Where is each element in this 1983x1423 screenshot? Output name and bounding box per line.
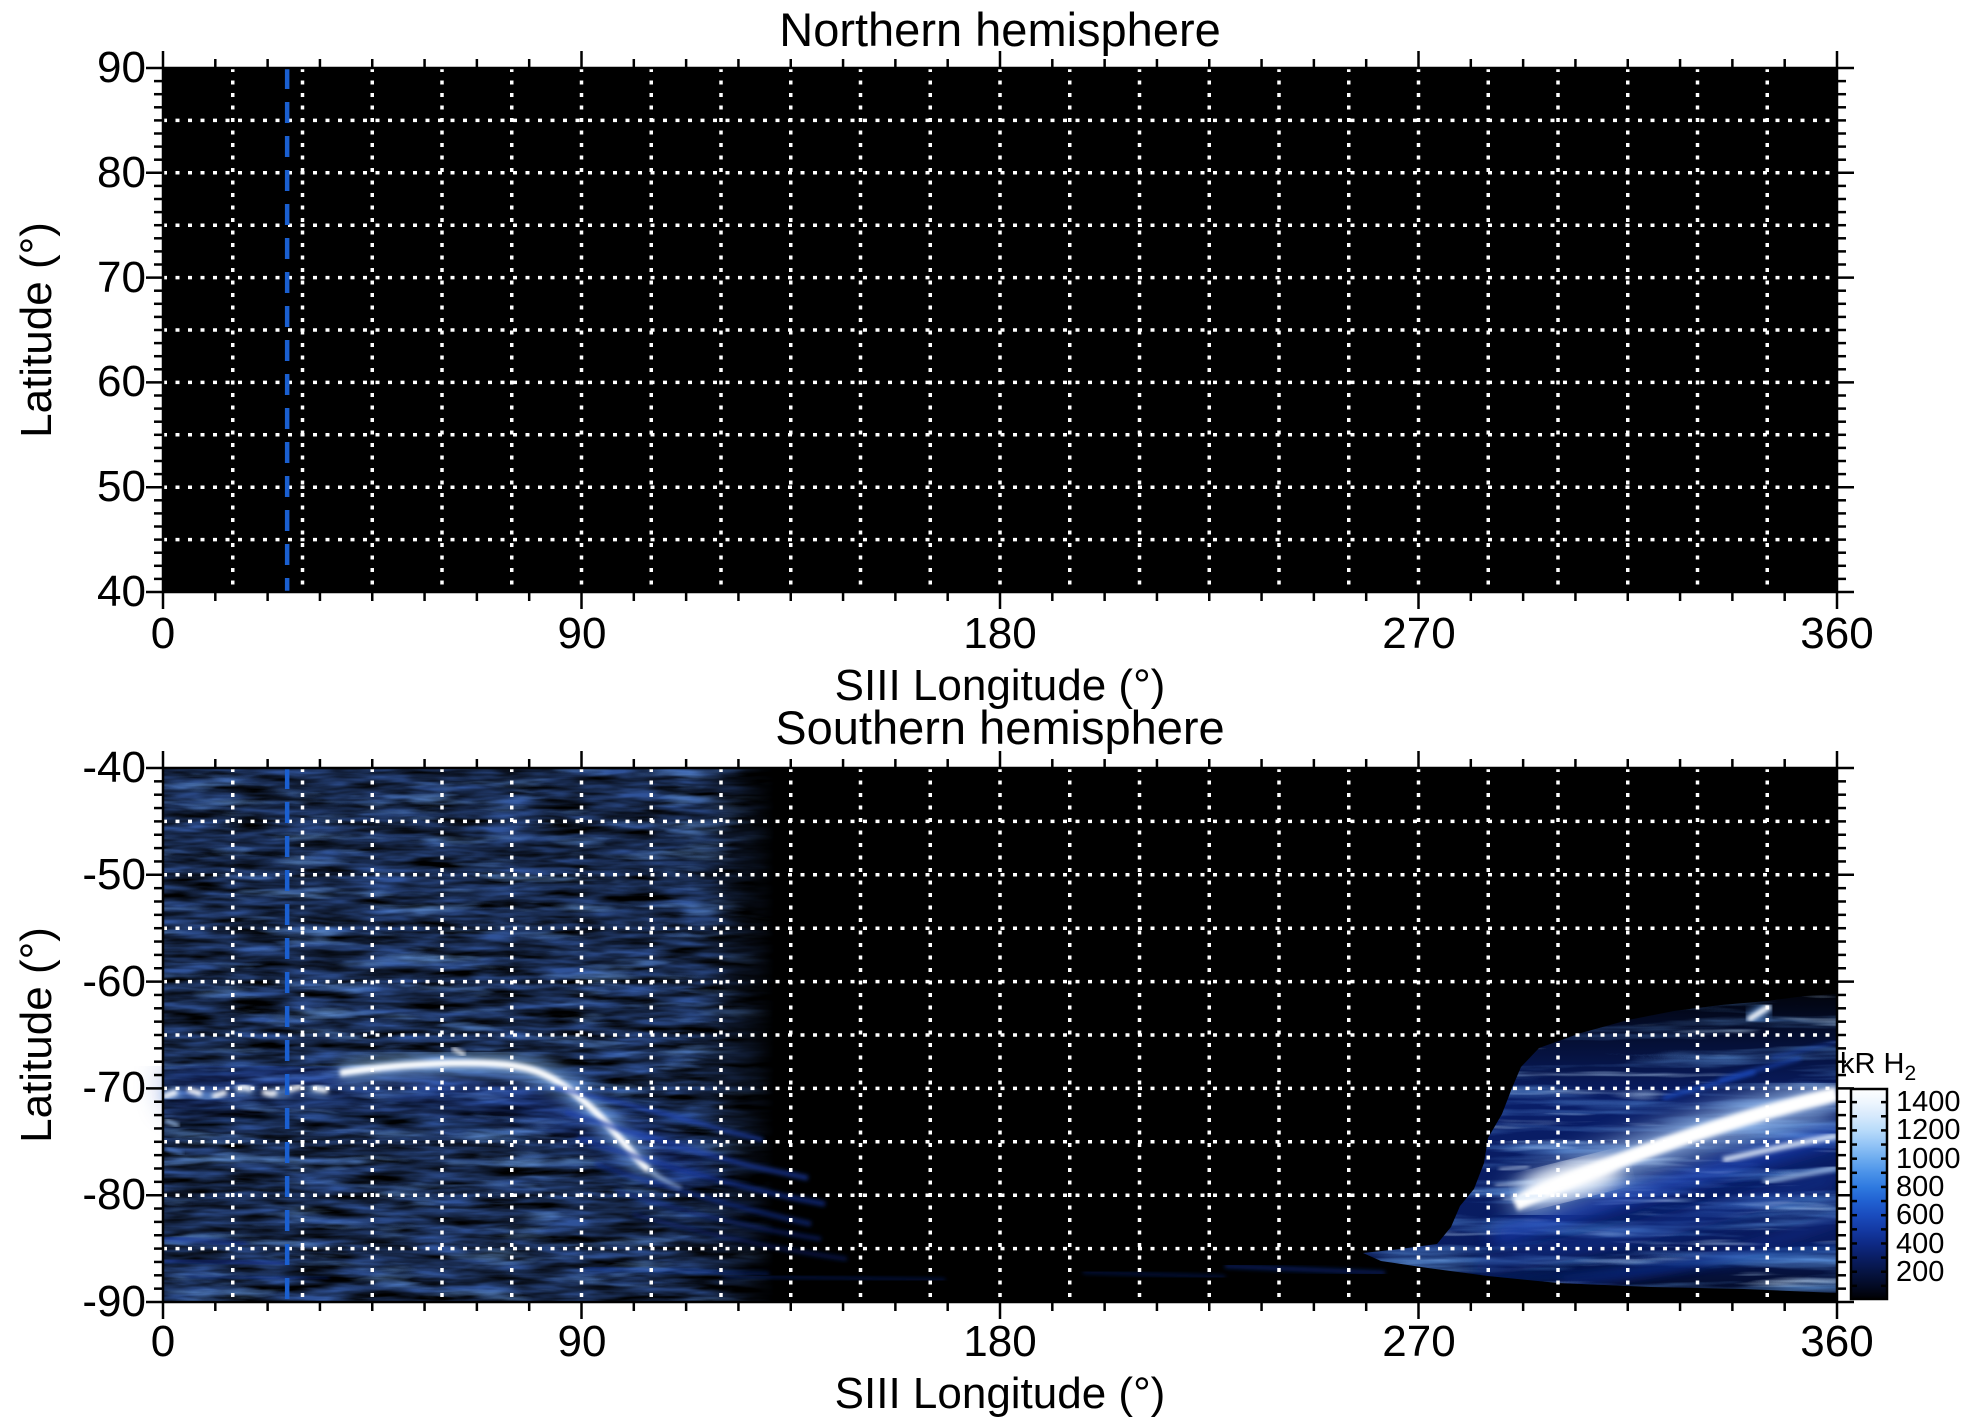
south-heatmap-plot [146,751,1854,1319]
left-edge-bright-bit [164,1118,180,1128]
north-x-tick-label: 270 [1382,609,1456,658]
left-arc-halo-band [159,1054,713,1198]
polar-streak [186,1274,330,1281]
north-x-tick-label: 90 [557,609,607,658]
colorbar-tick-label: 1200 [1896,1114,1961,1146]
colorbar-tick-label: 600 [1896,1199,1945,1231]
north-y-tick-label: 70 [97,253,146,302]
colorbar-title: kR H2 [1840,1048,1916,1090]
south-y-axis-label: Latitude (°) [12,927,61,1143]
south-x-tick-label: 90 [557,1317,607,1366]
fan-streak [614,1188,822,1241]
south-x-axis-label: SIII Longitude (°) [834,1369,1166,1418]
colorbar-tick-label: 200 [1896,1256,1945,1288]
polar-streak [1224,1264,1386,1275]
colorbar-title-subscript: 2 [1904,1061,1917,1085]
south-x-tick-label: 360 [1800,1317,1874,1366]
polar-streak [162,1258,288,1266]
north-y-tick-label: 50 [97,462,146,511]
south-x-tick-label: 0 [150,1317,176,1366]
north-y-tick-label: 80 [97,148,146,197]
north-y-tick-label: 90 [97,43,146,92]
main-arc-core [339,1059,652,1173]
colorbar-gradient [1850,1088,1888,1300]
fan-streak [554,1086,764,1142]
colorbar-title-main: kR H [1840,1048,1905,1080]
colorbar [1849,1087,1889,1301]
north-y-tick-label: 40 [97,567,146,616]
north-heatmap-plot [146,51,1854,609]
north-x-tick-label: 360 [1800,609,1874,658]
south-x-tick-label: 180 [963,1317,1037,1366]
polar-streak [1082,1270,1226,1279]
south-y-tick-label: -90 [82,1277,146,1326]
north-x-tick-label: 180 [963,609,1037,658]
colorbar-tick-label: 800 [1896,1171,1945,1203]
polar-streak [722,1274,946,1282]
colorbar-tick-label: 400 [1896,1228,1945,1260]
south-y-tick-label: -60 [82,957,146,1006]
fan-streak [594,1161,812,1227]
patchy-arc-core [162,1083,332,1100]
fan-streak [577,1135,826,1207]
south-x-tick-label: 270 [1382,1317,1456,1366]
colorbar-tick-label: 1400 [1896,1086,1961,1118]
south-y-tick-label: -80 [82,1170,146,1219]
left-edge-bright-bit [165,1146,184,1156]
small-bright-dash [451,1046,466,1057]
north-x-tick-label: 0 [150,609,176,658]
speckle-bright-layer [163,768,775,1302]
fan-streak [632,1212,848,1261]
south-y-tick-label: -40 [82,743,146,792]
polar-streak [582,1266,770,1276]
north-panel-title: Northern hemisphere [779,3,1221,56]
north-x-axis-label: SIII Longitude (°) [834,661,1166,710]
south-y-tick-label: -50 [82,850,146,899]
south-y-tick-label: -70 [82,1063,146,1112]
north-y-tick-label: 60 [97,357,146,406]
north-plot-background [163,68,1837,592]
north-y-axis-label: Latitude (°) [12,222,61,438]
south-panel-title: Southern hemisphere [775,701,1225,754]
colorbar-tick-label: 1000 [1896,1143,1961,1175]
